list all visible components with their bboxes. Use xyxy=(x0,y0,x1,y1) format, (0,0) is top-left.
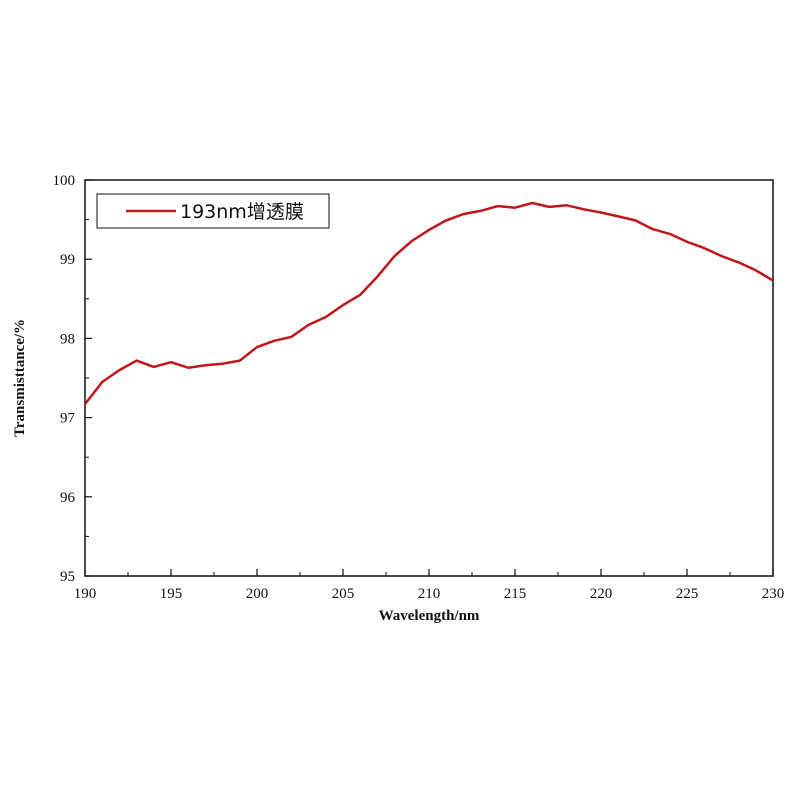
y-tick-label: 96 xyxy=(60,490,76,506)
plot-frame xyxy=(84,179,774,577)
legend-label: 193nm增透膜 xyxy=(180,201,304,223)
x-axis: 190 195 200 205 210 215 220 225 230 xyxy=(74,569,785,602)
x-axis-title: Wavelength/nm xyxy=(379,608,480,624)
y-tick-label: 98 xyxy=(60,331,75,347)
y-tick-label: 99 xyxy=(60,252,75,268)
y-tick-label: 97 xyxy=(60,411,76,427)
y-axis: 95 96 97 98 99 100 xyxy=(53,173,92,585)
x-tick-label: 230 xyxy=(762,586,785,602)
series-line xyxy=(84,201,774,405)
x-tick-label: 220 xyxy=(590,586,613,602)
x-tick-label: 190 xyxy=(74,586,97,602)
legend: 193nm增透膜 xyxy=(96,193,330,229)
x-tick-label: 195 xyxy=(160,586,183,602)
x-tick-label: 215 xyxy=(504,586,527,602)
x-tick-label: 200 xyxy=(246,586,269,602)
y-tick-label: 100 xyxy=(53,173,76,189)
x-tick-label: 225 xyxy=(676,586,699,602)
x-tick-label: 210 xyxy=(418,586,441,602)
plot-area xyxy=(84,179,774,577)
x-tick-label: 205 xyxy=(332,586,355,602)
y-tick-label: 95 xyxy=(60,569,75,585)
y-axis-title: Transmisttance/% xyxy=(12,319,28,437)
